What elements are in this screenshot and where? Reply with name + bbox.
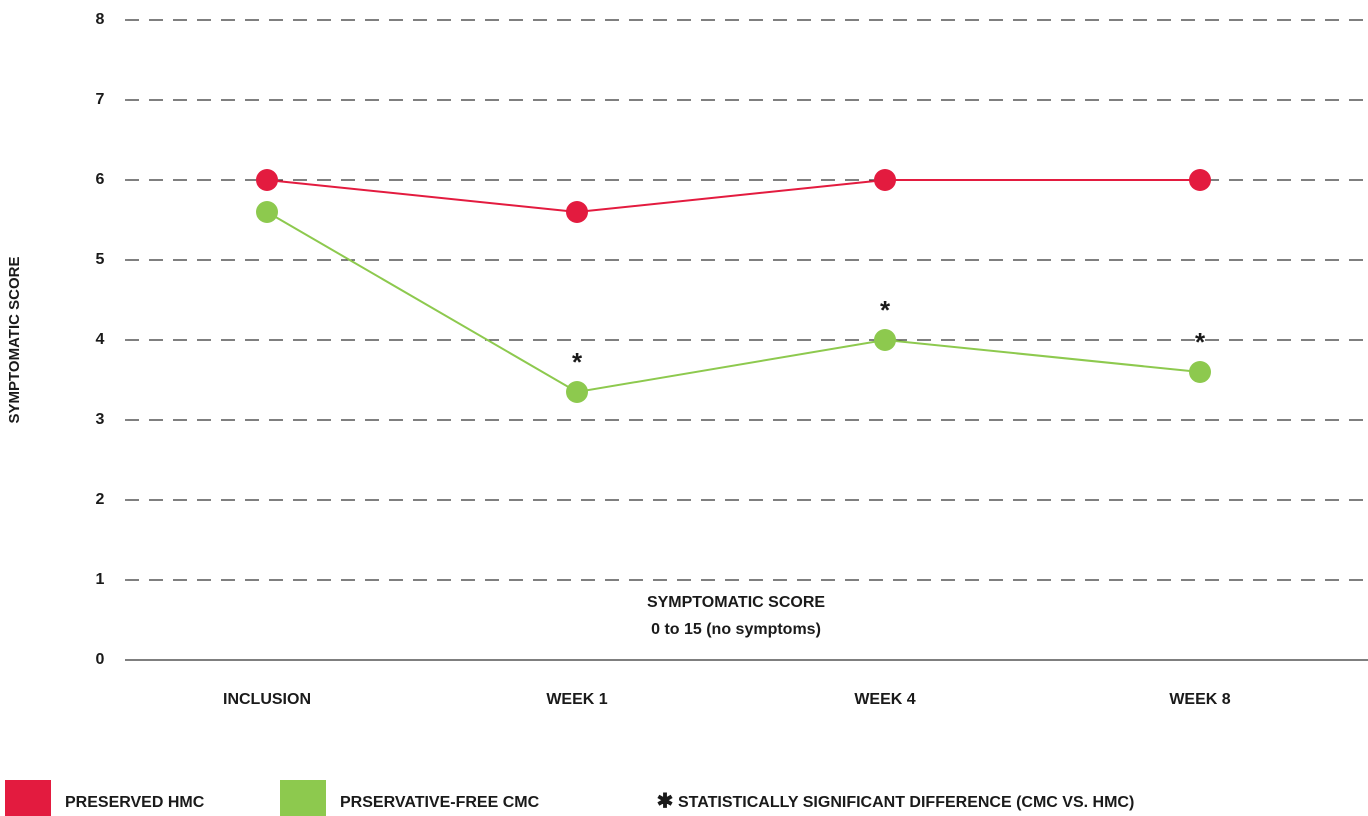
point	[256, 169, 278, 191]
x-tick-label: WEEK 4	[854, 691, 915, 708]
x-tick-label: WEEK 8	[1169, 691, 1230, 708]
legend-label: STATISTICALLY SIGNIFICANT DIFFERENCE (CM…	[678, 794, 1134, 811]
y-tick-label: 8	[96, 11, 105, 28]
legend-swatch	[280, 780, 326, 816]
y-tick-label: 4	[96, 331, 105, 348]
significance-marker: *	[1195, 327, 1206, 357]
x-tick-label: WEEK 1	[546, 691, 607, 708]
point	[874, 329, 896, 351]
y-tick-label: 0	[96, 651, 105, 668]
y-tick-label: 3	[96, 411, 105, 428]
x-tick-label: INCLUSION	[223, 691, 311, 708]
legend-label: PRSERVATIVE-FREE CMC	[340, 794, 540, 811]
annotation: SYMPTOMATIC SCORE	[647, 594, 825, 611]
point	[256, 201, 278, 223]
series-line	[266, 211, 1201, 394]
legend-swatch	[5, 780, 51, 816]
series-line	[266, 179, 1200, 214]
legend-label: PRESERVED HMC	[65, 794, 205, 811]
significance-marker: *	[572, 347, 583, 377]
legend-marker: ✱	[657, 790, 674, 812]
significance-marker: *	[880, 295, 891, 325]
point	[1189, 361, 1211, 383]
y-axis-label: SYMPTOMATIC SCORE	[6, 257, 23, 424]
point	[874, 169, 896, 191]
point	[566, 381, 588, 403]
y-tick-label: 1	[96, 571, 105, 588]
y-tick-label: 5	[96, 251, 105, 268]
point	[1189, 169, 1211, 191]
annotation: 0 to 15 (no symptoms)	[651, 621, 821, 638]
y-tick-label: 6	[96, 171, 105, 188]
y-tick-label: 2	[96, 491, 105, 508]
point	[566, 201, 588, 223]
y-tick-label: 7	[96, 91, 105, 108]
